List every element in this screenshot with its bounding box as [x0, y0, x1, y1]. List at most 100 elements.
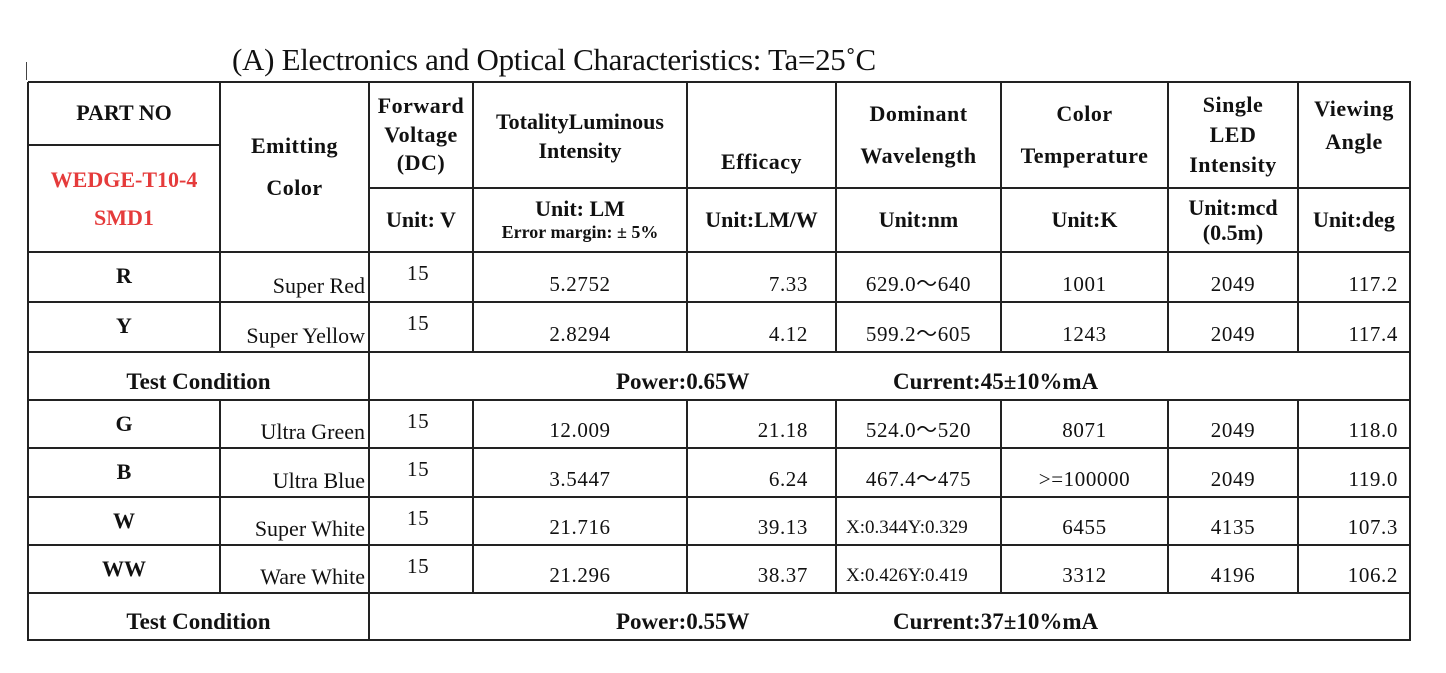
cell-voltage: 15: [407, 311, 430, 335]
cell-voltage: 15: [407, 457, 430, 481]
grid-line: [686, 82, 688, 353]
cell-angle: 106.2: [1347, 562, 1398, 587]
grid-line: [219, 82, 221, 353]
cell-lm: 3.5447: [549, 466, 611, 491]
dominant-wavelength-header: Dominant Wavelength: [860, 101, 977, 168]
cell-color: Ultra Green: [260, 418, 365, 444]
grid-line: [28, 639, 1411, 641]
luminous-intensity-header: TotalityLuminous Intensity: [496, 109, 664, 163]
grid-line: [28, 144, 221, 146]
grid-line: [1167, 82, 1169, 353]
cell-cct: 8071: [1062, 417, 1107, 442]
cell-color: Ware White: [260, 563, 365, 589]
cell-angle: 119.0: [1348, 466, 1398, 491]
test-condition-power: Power:0.55W: [616, 608, 750, 634]
cell-mcd: 2049: [1210, 271, 1256, 296]
unit-efficacy: Unit:LM/W: [705, 206, 818, 232]
cell-color: Super Red: [272, 272, 365, 298]
grid-line: [28, 544, 1411, 546]
cell-cct: 1001: [1062, 271, 1107, 296]
cell-wavelength: 599.2～605: [865, 321, 972, 346]
grid-line: [27, 82, 29, 641]
page-title: (A) Electronics and Optical Characterist…: [232, 42, 876, 77]
cell-code: B: [116, 459, 132, 484]
cell-wavelength: 467.4～475: [865, 466, 972, 491]
grid-line: [472, 82, 474, 353]
grid-line: [1297, 82, 1299, 353]
cell-code: R: [116, 263, 132, 288]
cell-code: W: [113, 508, 135, 533]
grid-line: [28, 447, 1411, 449]
cell-wavelength: 524.0～520: [865, 417, 972, 442]
unit-wavelength: Unit:nm: [878, 206, 959, 232]
cell-cct: 6455: [1062, 514, 1107, 539]
unit-single-led: Unit:mcd (0.5m): [1188, 194, 1278, 245]
cell-voltage: 15: [407, 261, 430, 285]
single-led-intensity-header: Single LED Intensity: [1189, 92, 1277, 177]
cell-color: Ultra Blue: [272, 467, 365, 493]
cell-wavelength: 629.0～640: [865, 271, 972, 296]
grid-line: [368, 82, 370, 641]
grid-line: [28, 399, 1411, 401]
cell-lm: 12.009: [549, 417, 611, 442]
cell-wavelength: X:0.344Y:0.329: [846, 517, 968, 539]
cell-lm: 5.2752: [549, 271, 611, 296]
cell-voltage: 15: [407, 554, 430, 578]
grid-line: [1167, 400, 1169, 594]
test-condition-label: Test Condition: [126, 608, 271, 634]
grid-line: [28, 301, 1411, 303]
cell-cct: 3312: [1062, 562, 1107, 587]
cell-mcd: 4196: [1210, 562, 1256, 587]
cell-color: Super White: [254, 515, 365, 541]
cell-cct: >=100000: [1038, 466, 1131, 491]
unit-viewing: Unit:deg: [1313, 206, 1395, 232]
cell-efficacy: 39.13: [757, 514, 808, 539]
test-condition-power: Power:0.65W: [616, 368, 750, 394]
cell-efficacy: 21.18: [757, 417, 808, 442]
cell-code: WW: [102, 556, 146, 581]
cell-voltage: 15: [407, 409, 430, 433]
cell-lm: 21.716: [549, 514, 611, 539]
grid-line: [28, 251, 1411, 253]
cell-mcd: 2049: [1210, 321, 1256, 346]
efficacy-header: Efficacy: [721, 148, 802, 174]
part-number: WEDGE-T10-4 SMD1: [50, 167, 198, 230]
emitting-color-header: Emitting Color: [250, 133, 339, 200]
viewing-angle-header: Viewing Angle: [1314, 96, 1394, 154]
cell-angle: 118.0: [1348, 417, 1398, 442]
cell-mcd: 2049: [1210, 417, 1256, 442]
cell-lm: 21.296: [549, 562, 611, 587]
test-condition-current: Current:45±10%mA: [893, 368, 1099, 394]
grid-line: [1409, 82, 1411, 641]
cell-efficacy: 7.33: [768, 271, 808, 296]
grid-line: [28, 351, 1411, 353]
grid-line: [835, 82, 837, 353]
part-no-label: PART NO: [76, 100, 172, 126]
cell-code: G: [115, 411, 133, 436]
test-condition-current: Current:37±10%mA: [893, 608, 1099, 634]
color-temperature-header: Color Temperature: [1020, 101, 1149, 168]
grid-line: [219, 400, 221, 594]
grid-line: [28, 81, 1411, 83]
grid-line: [1000, 400, 1002, 594]
grid-line: [835, 400, 837, 594]
margin-tick: [26, 62, 27, 80]
cell-angle: 107.3: [1347, 514, 1398, 539]
cell-voltage: 15: [407, 506, 430, 530]
cell-mcd: 2049: [1210, 466, 1256, 491]
grid-line: [472, 400, 474, 594]
unit-color-temp: Unit:K: [1051, 206, 1118, 232]
cell-color: Super Yellow: [246, 322, 365, 348]
cell-angle: 117.4: [1348, 321, 1398, 346]
cell-cct: 1243: [1062, 321, 1107, 346]
grid-line: [28, 496, 1411, 498]
grid-line: [686, 400, 688, 594]
cell-mcd: 4135: [1210, 514, 1256, 539]
cell-code: Y: [116, 313, 132, 338]
grid-line: [1297, 400, 1299, 594]
grid-line: [1000, 82, 1002, 353]
grid-line: [28, 592, 1411, 594]
cell-efficacy: 38.37: [757, 562, 808, 587]
cell-efficacy: 4.12: [768, 321, 808, 346]
grid-line: [369, 187, 1411, 189]
